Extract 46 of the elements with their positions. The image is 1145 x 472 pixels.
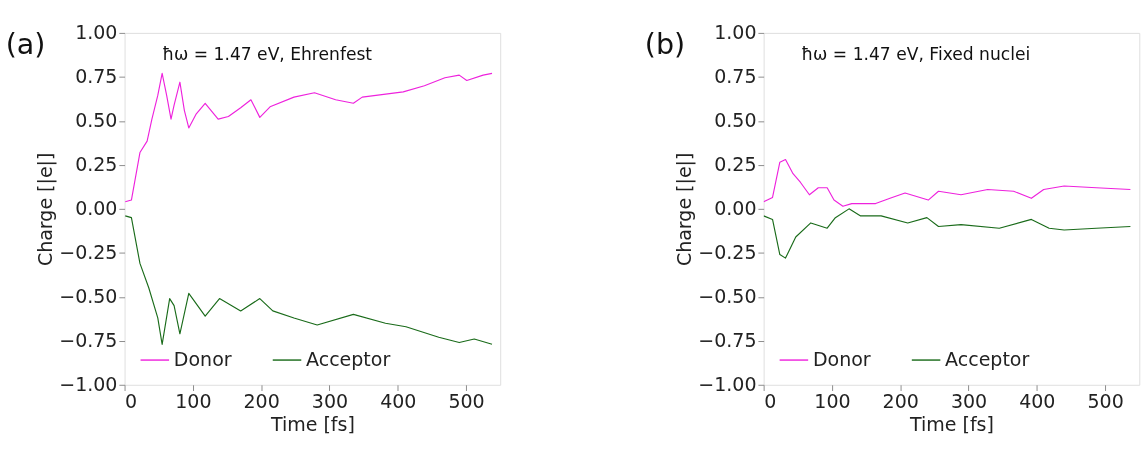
y-tick-label: 0.50 xyxy=(714,109,757,132)
y-tick-label: 1.00 xyxy=(75,21,118,44)
line-series xyxy=(763,159,1131,207)
x-tick-label: 300 xyxy=(950,390,988,413)
x-axis-title: Time [fs] xyxy=(269,412,355,435)
y-tick-label: −0.75 xyxy=(59,328,118,351)
x-tick-label: 100 xyxy=(175,390,212,413)
y-tick-label: 1.00 xyxy=(714,21,757,44)
x-tick-label: 500 xyxy=(1087,390,1124,413)
x-tick-label: 400 xyxy=(380,390,417,413)
y-tick-label: −0.50 xyxy=(59,285,118,308)
x-tick-label: 100 xyxy=(814,390,851,413)
y-tick-label: −1.00 xyxy=(59,372,118,395)
x-tick-label: 400 xyxy=(1019,390,1056,413)
annotation: ħω = 1.47 eV, Ehrenfest xyxy=(162,43,373,64)
line-series xyxy=(124,215,493,345)
x-axis-title: Time [fs] xyxy=(908,412,994,435)
y-tick-label: −0.50 xyxy=(698,285,757,308)
text: (b) xyxy=(644,27,686,61)
y-tick-label: −0.25 xyxy=(59,241,118,264)
y-axis-title: Charge [|e|] xyxy=(672,152,696,267)
y-tick-label: 0.00 xyxy=(714,197,757,220)
legend-label: Acceptor xyxy=(945,347,1030,370)
legend-label: Acceptor xyxy=(306,347,391,370)
y-tick-label: 0.25 xyxy=(714,153,757,176)
x-tick-label: 0 xyxy=(125,390,138,413)
annotation: ħω = 1.47 eV, Fixed nuclei xyxy=(801,43,1031,64)
y-tick-label: 0.25 xyxy=(75,153,118,176)
legend-label: Donor xyxy=(173,347,232,370)
y-tick-label: −0.75 xyxy=(698,328,757,351)
x-tick-label: 0 xyxy=(764,390,777,413)
y-tick-label: 0.00 xyxy=(75,197,118,220)
x-tick-label: 200 xyxy=(882,390,919,413)
y-tick-label: 0.50 xyxy=(75,109,118,132)
legend-label: Donor xyxy=(812,347,871,370)
y-tick-label: −0.25 xyxy=(698,241,757,264)
y-axis-title: Charge [|e|] xyxy=(33,152,57,267)
y-tick-label: 0.75 xyxy=(714,65,757,88)
text: (a) xyxy=(5,27,46,61)
x-tick-label: 200 xyxy=(243,390,280,413)
x-tick-label: 300 xyxy=(311,390,349,413)
y-tick-label: 0.75 xyxy=(75,65,118,88)
line-series xyxy=(763,208,1131,259)
y-tick-label: −1.00 xyxy=(698,372,757,395)
line-series xyxy=(124,72,493,203)
x-tick-label: 500 xyxy=(448,390,485,413)
